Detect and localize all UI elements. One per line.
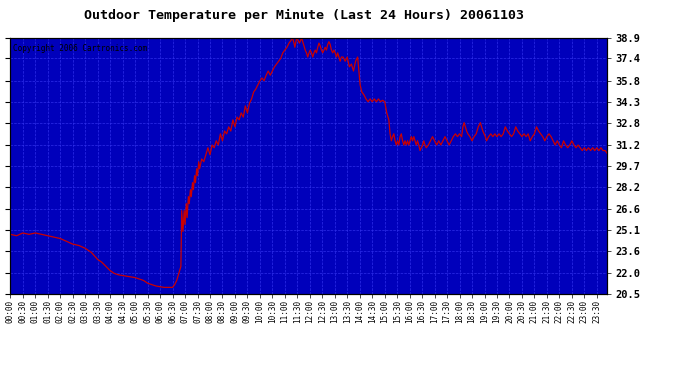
Text: Copyright 2006 Cartronics.com: Copyright 2006 Cartronics.com: [13, 44, 148, 53]
Text: Outdoor Temperature per Minute (Last 24 Hours) 20061103: Outdoor Temperature per Minute (Last 24 …: [83, 9, 524, 22]
